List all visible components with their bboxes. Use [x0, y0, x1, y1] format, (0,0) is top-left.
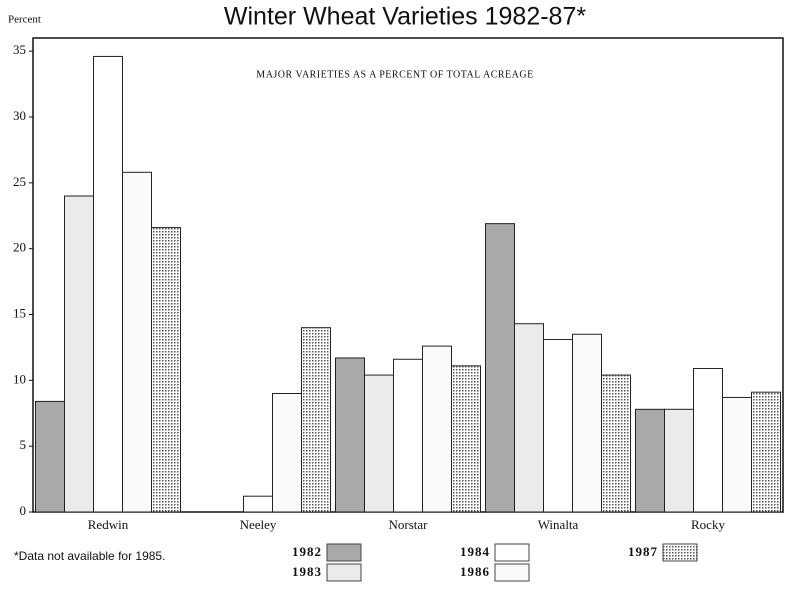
bar	[514, 323, 544, 513]
plot-frame	[32, 37, 784, 513]
bar	[64, 195, 94, 513]
bar	[751, 391, 781, 513]
x-tick-label: Neeley	[240, 517, 277, 532]
bar	[601, 374, 631, 513]
y-tick-label: 25	[13, 174, 26, 189]
legend-swatch	[494, 563, 530, 582]
legend-label: 1983	[292, 564, 322, 579]
bar	[122, 171, 152, 513]
x-tick-label: Winalta	[538, 517, 579, 532]
bar	[485, 223, 515, 513]
bar	[301, 327, 331, 513]
x-tick-label: Rocky	[691, 517, 725, 532]
footnote: *Data not available for 1985.	[14, 549, 165, 563]
bar	[35, 400, 65, 513]
bar	[272, 393, 302, 513]
legend-swatch	[326, 543, 362, 562]
chart-title: Winter Wheat Varieties 1982-87*	[224, 3, 586, 31]
x-tick-label: Norstar	[389, 517, 429, 532]
bar	[572, 333, 602, 513]
chart-subtitle: MAJOR VARIETIES AS A PERCENT OF TOTAL AC…	[256, 69, 533, 80]
y-tick-label: 30	[13, 108, 26, 123]
bar	[364, 374, 394, 513]
y-tick-label: 10	[13, 371, 26, 386]
y-tick-label: 5	[20, 437, 27, 452]
bar	[151, 227, 181, 513]
x-tick-label: Redwin	[88, 517, 129, 532]
bar	[451, 365, 481, 513]
bar	[635, 408, 665, 513]
bar	[335, 357, 365, 513]
bar	[543, 339, 573, 513]
legend-swatch	[494, 543, 530, 562]
bar	[93, 55, 123, 513]
legend-label: 1986	[460, 564, 490, 579]
legend-label: 1984	[460, 544, 490, 559]
y-tick-label: 15	[13, 305, 26, 320]
bar	[664, 408, 694, 513]
legend-label: 1987	[628, 544, 658, 559]
y-tick-label: 20	[13, 240, 26, 255]
bar	[243, 495, 273, 513]
bar	[722, 396, 752, 513]
bar	[693, 367, 723, 513]
legend-label: 1982	[292, 544, 322, 559]
bar	[422, 345, 452, 513]
y-tick-label: 0	[20, 503, 27, 518]
bar	[393, 358, 423, 513]
legend-swatch	[662, 543, 698, 562]
y-tick-label: 35	[13, 42, 26, 57]
legend-swatch	[326, 563, 362, 582]
y-axis-label: Percent	[8, 14, 41, 26]
